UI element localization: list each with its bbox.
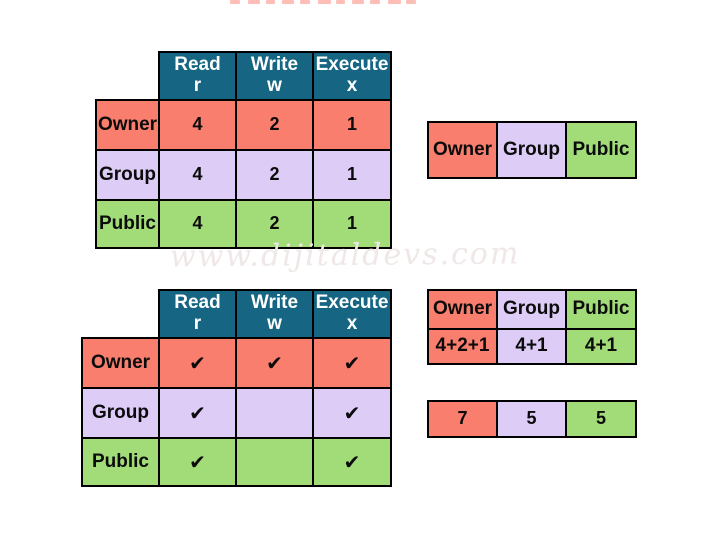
check-public-read: ✔ [160, 439, 235, 485]
check-group-write [237, 389, 312, 437]
numeric-owner-execute: 1 [314, 101, 390, 149]
numeric-group-write: 2 [237, 151, 312, 199]
sum-header-group: Group [498, 291, 565, 328]
sum-owner-value: 4+2+1 [429, 330, 496, 363]
numeric-header-execute: Execute x [314, 53, 390, 99]
numeric-group-read: 4 [160, 151, 235, 199]
sum-group-value: 4+1 [498, 330, 565, 363]
entity-group: Group [498, 123, 565, 177]
numeric-public-read: 4 [160, 201, 235, 247]
header-read-label: Read [174, 292, 221, 314]
entity-owner: Owner [429, 123, 496, 177]
entity-bar: Owner Group Public [427, 121, 637, 179]
header-execute-symbol: x [346, 313, 358, 334]
numeric-public-write: 2 [237, 201, 312, 247]
numeric-row-group-label: Group [97, 151, 158, 199]
header-write-symbol: w [267, 313, 282, 334]
sum-table: Owner Group Public 4+2+1 4+1 4+1 [427, 289, 637, 365]
check-table-body: Owner ✔ ✔ ✔ Group ✔ ✔ Public ✔ ✔ [81, 337, 392, 487]
header-write-label: Write [250, 292, 299, 314]
sum-public-value: 4+1 [567, 330, 635, 363]
numeric-header-read: Read r [160, 53, 235, 99]
header-read-symbol: r [193, 313, 202, 334]
check-group-read: ✔ [160, 389, 235, 437]
check-owner-write: ✔ [237, 339, 312, 387]
check-header-write: Write w [237, 291, 312, 337]
header-execute-label: Execute [315, 54, 389, 76]
check-owner-read: ✔ [160, 339, 235, 387]
numeric-row-owner-label: Owner [97, 101, 158, 149]
sum-header-public: Public [567, 291, 635, 328]
result-public: 5 [567, 402, 635, 436]
check-owner-execute: ✔ [314, 339, 390, 387]
numeric-owner-read: 4 [160, 101, 235, 149]
numeric-table-header: Read r Write w Execute x [158, 51, 392, 101]
header-write-symbol: w [267, 75, 282, 96]
header-read-symbol: r [193, 75, 202, 96]
cropped-title-remnant [0, 0, 720, 6]
numeric-table-body: Owner 4 2 1 Group 4 2 1 Public 4 2 1 [95, 99, 392, 249]
check-row-group-label: Group [83, 389, 158, 437]
check-row-owner-label: Owner [83, 339, 158, 387]
numeric-header-write: Write w [237, 53, 312, 99]
header-execute-symbol: x [346, 75, 358, 96]
numeric-public-execute: 1 [314, 201, 390, 247]
check-row-public-label: Public [83, 439, 158, 485]
header-read-label: Read [174, 54, 221, 76]
numeric-group-execute: 1 [314, 151, 390, 199]
check-table-header: Read r Write w Execute x [158, 289, 392, 339]
numeric-row-public-label: Public [97, 201, 158, 247]
check-public-write [237, 439, 312, 485]
check-header-execute: Execute x [314, 291, 390, 337]
entity-public: Public [567, 123, 635, 177]
check-header-read: Read r [160, 291, 235, 337]
result-group: 5 [498, 402, 565, 436]
numeric-owner-write: 2 [237, 101, 312, 149]
check-group-execute: ✔ [314, 389, 390, 437]
result-owner: 7 [429, 402, 496, 436]
header-write-label: Write [250, 54, 299, 76]
result-bar: 7 5 5 [427, 400, 637, 438]
sum-header-owner: Owner [429, 291, 496, 328]
header-execute-label: Execute [315, 292, 389, 314]
check-public-execute: ✔ [314, 439, 390, 485]
